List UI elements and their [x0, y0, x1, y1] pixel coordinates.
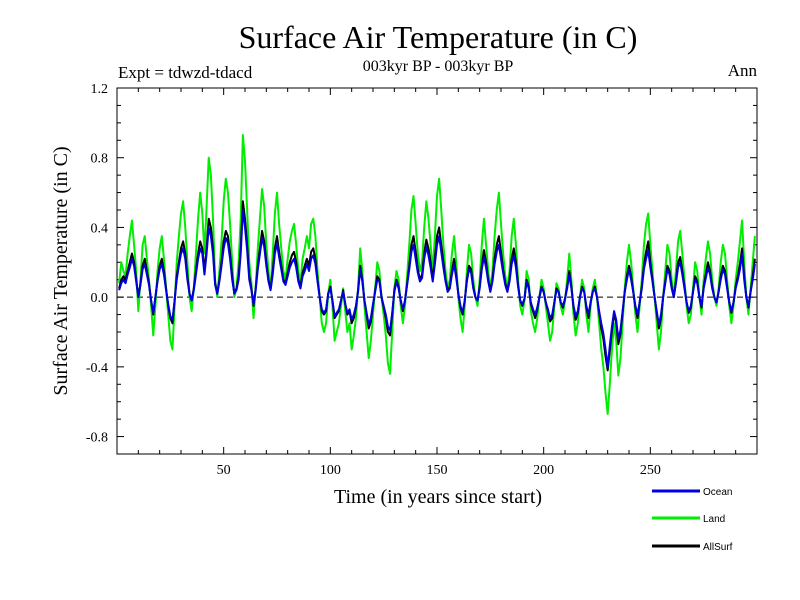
- x-tick-label: 50: [217, 463, 231, 478]
- y-axis-label: Surface Air Temperature (in C): [50, 146, 72, 395]
- legend: Ocean Land AllSurf: [652, 487, 733, 553]
- y-axis: -0.8 -0.4 0.0 0.4 0.8 1.2: [86, 82, 757, 455]
- series-line-allsurf: [118, 200, 756, 372]
- x-tick-label: 200: [533, 463, 554, 478]
- legend-label-allsurf: AllSurf: [703, 542, 733, 553]
- y-tick-label: -0.8: [86, 431, 108, 446]
- series-line-land: [118, 134, 756, 415]
- y-tick-label: -0.4: [86, 361, 108, 376]
- series-lines: [118, 134, 756, 415]
- y-tick-label: 1.2: [91, 82, 109, 97]
- chart-subtitle: 003kyr BP - 003kyr BP: [363, 58, 514, 75]
- y-tick-label: 0.0: [91, 291, 109, 306]
- plot-area: [116, 87, 758, 455]
- series-line-ocean: [118, 209, 756, 368]
- x-axis-label: Time (in years since start): [334, 486, 542, 508]
- plot-border: [116, 87, 758, 455]
- x-tick-label: 150: [427, 463, 448, 478]
- chart-title: Surface Air Temperature (in C): [239, 19, 638, 55]
- x-tick-label: 250: [640, 463, 661, 478]
- period-label: Ann: [728, 61, 758, 80]
- y-tick-label: 0.4: [91, 221, 109, 236]
- y-tick-label: 0.8: [91, 152, 109, 167]
- legend-label-ocean: Ocean: [703, 487, 732, 498]
- x-axis: 50 100 150 200 250: [137, 88, 737, 478]
- experiment-label: Expt = tdwzd-tdacd: [118, 63, 253, 82]
- legend-label-land: Land: [703, 514, 725, 525]
- x-tick-label: 100: [320, 463, 341, 478]
